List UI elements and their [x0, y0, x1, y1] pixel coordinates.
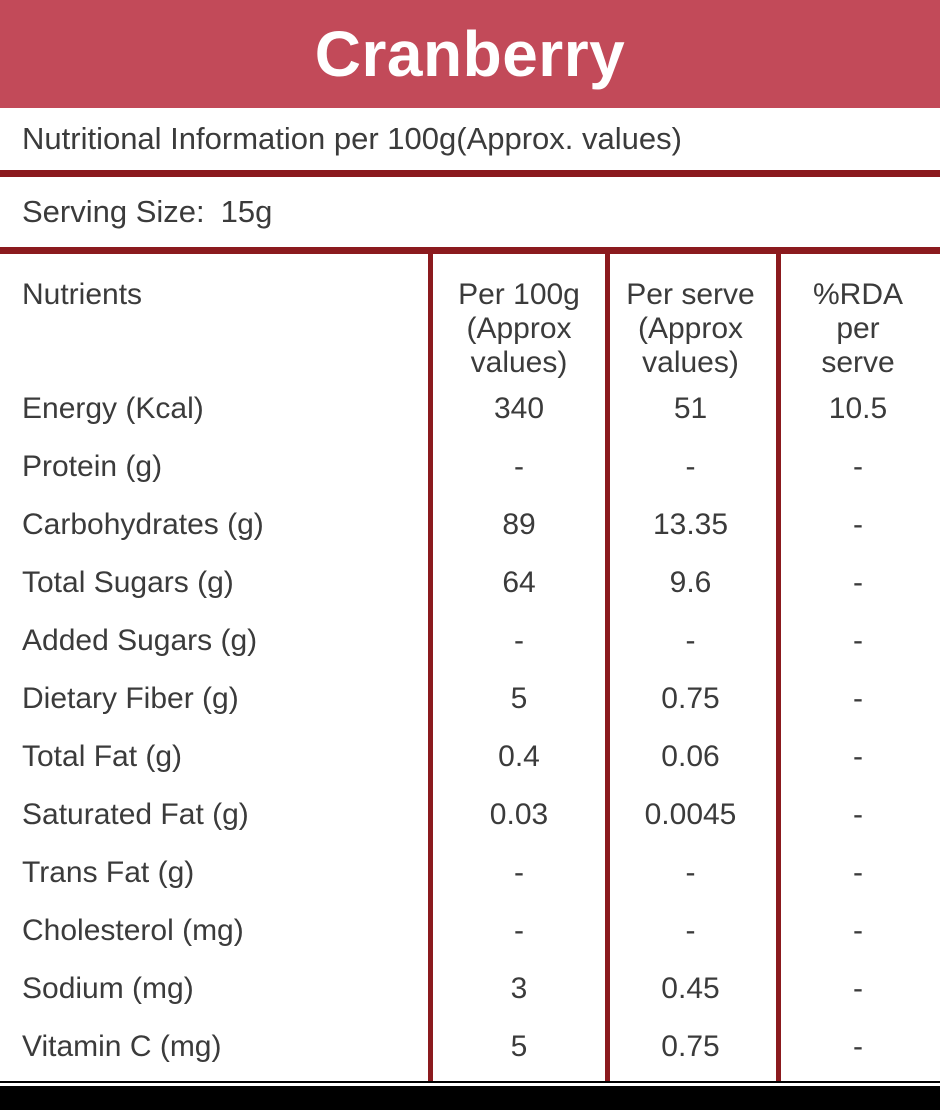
- column-divider-1: [428, 254, 433, 1081]
- value-per-100g: 89: [502, 508, 536, 541]
- table-row: Total Sugars (g) 64 9.6 -: [0, 554, 940, 612]
- value-per-100g: 0.03: [489, 798, 549, 831]
- table-row: Added Sugars (g) - - -: [0, 612, 940, 670]
- value-per-serve: -: [685, 914, 696, 947]
- table-row: Protein (g) - - -: [0, 438, 940, 496]
- header-line: serve: [821, 346, 895, 379]
- column-divider-2: [605, 254, 610, 1081]
- divider-rule-top: [0, 170, 940, 177]
- value-per-serve: 51: [673, 392, 708, 425]
- value-rda: -: [853, 1030, 863, 1063]
- column-header-per-serve: Per serve (Approx values): [605, 278, 776, 380]
- column-divider-3: [776, 254, 781, 1081]
- nutrient-name: Total Sugars (g): [22, 566, 234, 599]
- value-per-serve: 13.35: [652, 508, 729, 541]
- table-row: Energy (Kcal) 340 51 10.5: [0, 380, 940, 438]
- nutrient-name: Saturated Fat (g): [22, 798, 249, 831]
- value-per-100g: 3: [510, 972, 528, 1005]
- value-rda: -: [853, 682, 863, 715]
- value-per-100g: -: [514, 914, 524, 947]
- header-line: %RDA: [812, 278, 903, 311]
- table-bottom-border: [0, 1081, 940, 1083]
- nutritional-info-text: Nutritional Information per 100g(Approx.…: [22, 121, 682, 156]
- table-header-row: Nutrients Per 100g (Approx values) Per s…: [0, 254, 940, 380]
- value-per-100g: 64: [502, 566, 536, 599]
- table-row: Vitamin C (mg) 5 0.75 -: [0, 1018, 940, 1076]
- value-per-100g: -: [514, 856, 524, 889]
- serving-size-label: Serving Size:: [22, 194, 205, 229]
- value-rda: 10.5: [828, 392, 888, 425]
- nutrient-name: Trans Fat (g): [22, 856, 195, 889]
- value-per-serve: -: [685, 856, 696, 889]
- table-row: Trans Fat (g) - - -: [0, 844, 940, 902]
- nutrient-name: Total Fat (g): [22, 740, 183, 773]
- value-per-serve: -: [685, 624, 696, 657]
- value-per-serve: -: [685, 450, 696, 483]
- value-per-100g: -: [514, 450, 524, 483]
- nutritional-info-band: Nutritional Information per 100g(Approx.…: [0, 108, 940, 170]
- header-line: per: [836, 312, 880, 345]
- value-per-serve: 0.0045: [644, 798, 737, 831]
- table-row: Total Fat (g) 0.4 0.06 -: [0, 728, 940, 786]
- table-row: Saturated Fat (g) 0.03 0.0045 -: [0, 786, 940, 844]
- nutrient-name: Vitamin C (mg): [22, 1030, 222, 1063]
- column-header-per-100g: Per 100g (Approx values): [433, 278, 605, 380]
- value-rda: -: [853, 798, 863, 831]
- value-per-100g: 340: [493, 392, 545, 425]
- value-rda: -: [853, 566, 863, 599]
- value-per-serve: 9.6: [669, 566, 712, 599]
- header-line: values): [470, 346, 568, 379]
- value-per-100g: 5: [510, 682, 528, 715]
- value-rda: -: [853, 914, 863, 947]
- value-per-100g: 5: [510, 1030, 528, 1063]
- nutrient-name: Carbohydrates (g): [22, 508, 264, 541]
- nutrient-name: Sodium (mg): [22, 972, 194, 1005]
- product-banner: Cranberry: [0, 0, 940, 108]
- value-per-serve: 0.75: [661, 682, 720, 715]
- column-header-rda: %RDA per serve: [776, 278, 940, 380]
- header-line: Per serve: [626, 278, 755, 311]
- product-title: Cranberry: [314, 18, 626, 90]
- header-line: Per 100g: [458, 278, 580, 311]
- serving-size-value: 15g: [220, 194, 273, 229]
- nutrition-table: Nutrients Per 100g (Approx values) Per s…: [0, 254, 940, 1081]
- serving-size-band: Serving Size: 15g: [0, 177, 940, 247]
- value-per-100g: -: [514, 624, 524, 657]
- header-line: values): [642, 346, 739, 379]
- value-per-serve: 0.75: [661, 1030, 720, 1063]
- value-per-100g: 0.4: [498, 740, 540, 773]
- nutrient-name: Protein (g): [22, 450, 163, 483]
- value-rda: -: [853, 856, 863, 889]
- column-header-nutrients: Nutrients: [22, 278, 143, 311]
- header-line: (Approx: [466, 312, 572, 345]
- table-row: Carbohydrates (g) 89 13.35 -: [0, 496, 940, 554]
- value-rda: -: [853, 972, 863, 1005]
- value-rda: -: [853, 450, 863, 483]
- divider-rule-table-top: [0, 247, 940, 254]
- value-rda: -: [853, 740, 863, 773]
- table-row: Cholesterol (mg) - - -: [0, 902, 940, 960]
- nutrient-name: Added Sugars (g): [22, 624, 258, 657]
- footer-gap: [0, 1083, 940, 1086]
- nutrient-name: Cholesterol (mg): [22, 914, 244, 947]
- footer-bar: [0, 1086, 940, 1110]
- value-per-serve: 0.06: [661, 740, 720, 773]
- value-per-serve: 0.45: [661, 972, 720, 1005]
- nutrient-name: Energy (Kcal): [22, 392, 204, 425]
- header-line: (Approx: [637, 312, 744, 345]
- table-row: Dietary Fiber (g) 5 0.75 -: [0, 670, 940, 728]
- value-rda: -: [853, 624, 863, 657]
- nutrient-name: Dietary Fiber (g): [22, 682, 239, 715]
- table-row: Sodium (mg) 3 0.45 -: [0, 960, 940, 1018]
- value-rda: -: [853, 508, 863, 541]
